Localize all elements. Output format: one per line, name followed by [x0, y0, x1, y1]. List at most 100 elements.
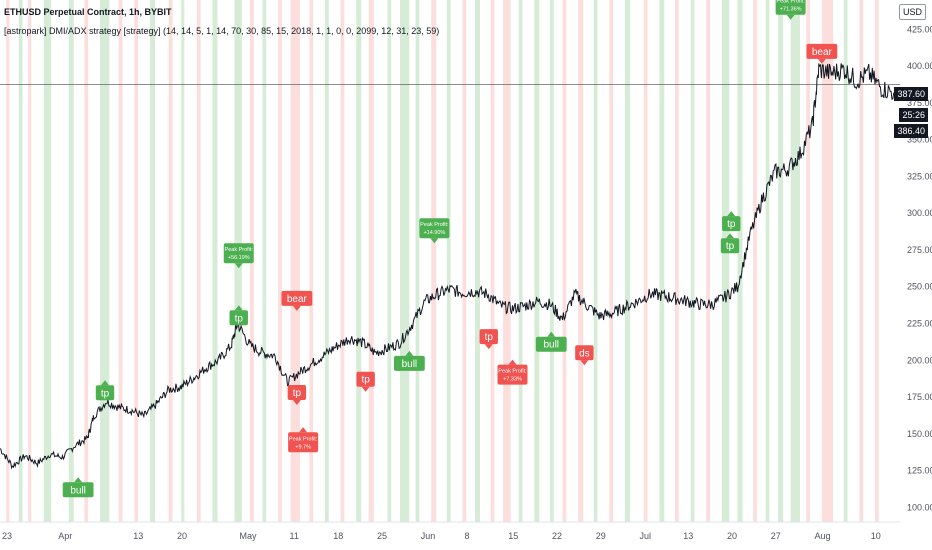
chart-title: ETHUSD Perpetual Contract, 1h, BYBIT: [4, 7, 172, 17]
signal-labels: bull tp tp bear tp tp bull tp bull ds tp tp bear Peak…: [62, 0, 838, 498]
bull-band: [446, 0, 451, 522]
signal-bands: [6, 0, 879, 522]
bull-band: [778, 0, 784, 522]
last-price-tag: 386.40: [894, 124, 928, 138]
bear-signal-bear: bear: [806, 43, 838, 64]
x-tick-label: 29: [596, 531, 606, 541]
bull-band: [18, 0, 23, 522]
signal-box: [806, 43, 838, 59]
x-tick-label: 11: [290, 531, 299, 541]
bear-band: [578, 0, 584, 522]
bear-band: [196, 0, 201, 522]
bull-band: [534, 0, 540, 522]
peak-box: [288, 432, 319, 453]
signal-arrow: [292, 399, 301, 405]
bear-band: [462, 0, 467, 522]
signal-text: tp: [101, 388, 110, 399]
peak-text: Peak Profit:: [498, 369, 527, 375]
y-tick-label: 200.00: [907, 355, 932, 365]
bear-band: [6, 0, 10, 522]
signal-arrow: [292, 305, 301, 311]
signal-text: ds: [579, 348, 590, 359]
peak-arrow: [786, 14, 795, 20]
bull-band: [356, 0, 362, 522]
indicator-legend: [astropark] DMI/ADX strategy [strategy] …: [4, 26, 440, 36]
signal-box: [722, 216, 741, 232]
crosshair-price-tag: 387.60: [894, 87, 928, 101]
bear-signal-ds: ds: [575, 345, 594, 366]
y-tick-label: 325.00: [907, 171, 932, 181]
bear-band: [290, 0, 300, 522]
peak-text: +56.19%: [228, 255, 250, 261]
signal-arrow: [580, 360, 589, 366]
bear-band: [134, 0, 139, 522]
currency-button[interactable]: USD: [898, 4, 926, 20]
y-tick-label: 225.00: [907, 318, 932, 328]
peak-box: [419, 218, 450, 239]
bull-band: [150, 0, 155, 522]
peak-profit-label: Peak Profit: +9.7%: [288, 427, 319, 453]
bull-band: [721, 0, 730, 522]
bull-band: [518, 0, 523, 522]
peak-box: [775, 0, 806, 15]
bear-band: [368, 0, 374, 522]
signal-arrow: [361, 386, 370, 392]
x-tick-label: 20: [727, 531, 737, 541]
signal-box: [356, 371, 375, 387]
signal-box: [575, 345, 594, 361]
bear-band: [562, 0, 567, 522]
bear-band: [278, 0, 282, 522]
signal-text: tp: [361, 375, 370, 386]
signal-text: tp: [293, 388, 302, 399]
y-tick-label: 350.00: [907, 135, 932, 145]
bull-band: [475, 0, 480, 522]
signal-box: [62, 482, 94, 498]
signal-arrow: [74, 477, 83, 483]
bull-band: [790, 0, 800, 522]
bear-band: [84, 0, 89, 522]
bull-band: [593, 0, 598, 522]
bull-band: [262, 0, 267, 522]
bear-band: [168, 0, 173, 522]
bull-band: [415, 0, 420, 522]
bull-band: [181, 0, 185, 522]
peak-profit-label: Peak Profit: +71.36%: [775, 0, 806, 20]
x-tick-label: Jul: [640, 531, 652, 541]
bull-band: [100, 0, 110, 522]
bull-band: [400, 0, 410, 522]
bull-signal-bull: bull: [535, 331, 567, 352]
bull-band: [68, 0, 74, 522]
signal-box: [535, 336, 567, 352]
peak-profit-label: Peak Profit: +7.33%: [497, 359, 528, 385]
x-tick-label: 23: [2, 531, 12, 541]
bull-band: [659, 0, 665, 522]
bull-band: [737, 0, 743, 522]
signal-box: [281, 290, 313, 306]
countdown-tag: 25:26: [899, 108, 928, 122]
bear-band: [875, 0, 879, 522]
bear-band: [706, 0, 710, 522]
bear-band: [431, 0, 437, 522]
y-tick-label: 275.00: [907, 245, 932, 255]
y-tick-label: 125.00: [907, 466, 932, 476]
signal-arrow: [405, 350, 414, 356]
y-tick-label: 250.00: [907, 282, 932, 292]
bull-band: [550, 0, 554, 522]
x-tick-label: 25: [377, 531, 387, 541]
bear-band: [859, 0, 864, 522]
x-tick-label: 18: [333, 531, 343, 541]
x-tick-label: Aug: [815, 531, 831, 541]
x-axis: 23 Apr 13 20 May 11 18 25 Jun 8 15 22 29 Jul 13 20 27 Aug…: [0, 521, 932, 550]
bear-signal-tp: tp: [287, 384, 307, 405]
x-tick-label: 10: [871, 531, 881, 541]
bear-signal-tp: tp: [356, 371, 375, 392]
bear-band: [675, 0, 679, 522]
bear-band: [643, 0, 648, 522]
bear-band: [821, 0, 834, 522]
x-tick-label: 27: [771, 531, 781, 541]
signal-arrow: [727, 211, 736, 217]
bull-signal-tp: tp: [720, 233, 740, 254]
bull-band: [212, 0, 218, 522]
x-tick-label: Apr: [58, 531, 72, 541]
